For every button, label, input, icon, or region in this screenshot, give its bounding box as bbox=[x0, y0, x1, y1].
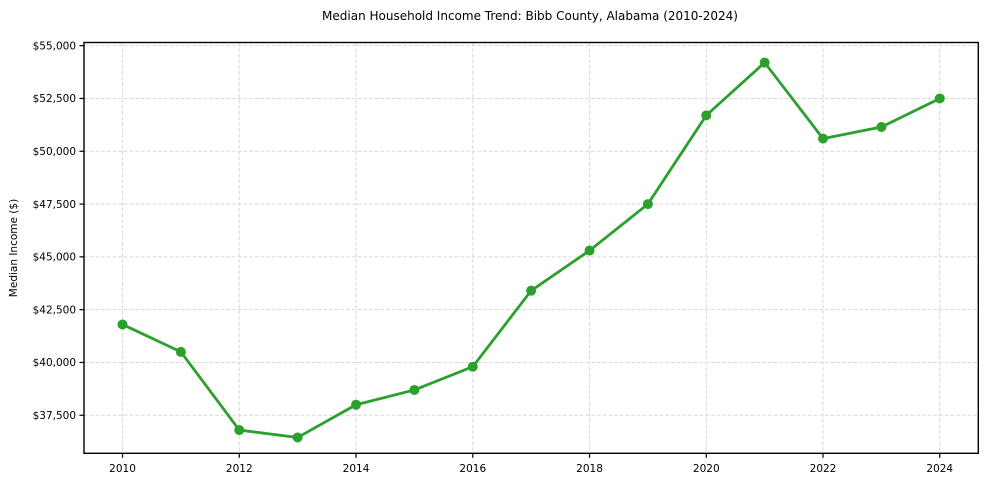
x-tick-label: 2010 bbox=[109, 463, 136, 475]
trend-line bbox=[121, 61, 942, 439]
x-tick-label: 2016 bbox=[459, 463, 486, 475]
data-point-2022 bbox=[818, 133, 829, 144]
y-tick-label: $50,000 bbox=[33, 146, 76, 158]
y-tick-label: $42,500 bbox=[33, 304, 76, 316]
data-point-2010 bbox=[117, 319, 128, 330]
y-tick-label: $37,500 bbox=[33, 410, 76, 422]
plot-border bbox=[83, 41, 979, 454]
x-tick-label: 2022 bbox=[810, 463, 837, 475]
data-point-2016 bbox=[467, 361, 478, 372]
data-point-2014 bbox=[351, 399, 362, 410]
y-tick-label: $40,000 bbox=[33, 357, 76, 369]
data-point-2021 bbox=[759, 57, 770, 68]
y-tick-label: $47,500 bbox=[33, 199, 76, 211]
data-point-2017 bbox=[526, 285, 537, 296]
x-tick-label: 2014 bbox=[343, 463, 370, 475]
x-tick-label: 2020 bbox=[693, 463, 720, 475]
data-point-2011 bbox=[175, 346, 186, 357]
x-tick-label: 2018 bbox=[576, 463, 603, 475]
y-tick-label: $45,000 bbox=[33, 252, 76, 264]
data-point-2023 bbox=[876, 121, 887, 132]
y-tick-label: $52,500 bbox=[33, 93, 76, 105]
data-point-2013 bbox=[292, 432, 303, 443]
data-point-2015 bbox=[409, 384, 420, 395]
data-point-2024 bbox=[934, 93, 945, 104]
x-tick-label: 2012 bbox=[226, 463, 253, 475]
chart-title: Median Household Income Trend: Bibb Coun… bbox=[322, 9, 738, 23]
data-point-2018 bbox=[584, 245, 595, 256]
y-axis-label: Median Income ($) bbox=[8, 198, 20, 298]
y-tick-label: $55,000 bbox=[33, 40, 76, 52]
data-point-2012 bbox=[234, 425, 245, 436]
x-tick-label: 2024 bbox=[926, 463, 953, 475]
data-point-2020 bbox=[701, 110, 712, 121]
data-point-2019 bbox=[642, 199, 653, 210]
